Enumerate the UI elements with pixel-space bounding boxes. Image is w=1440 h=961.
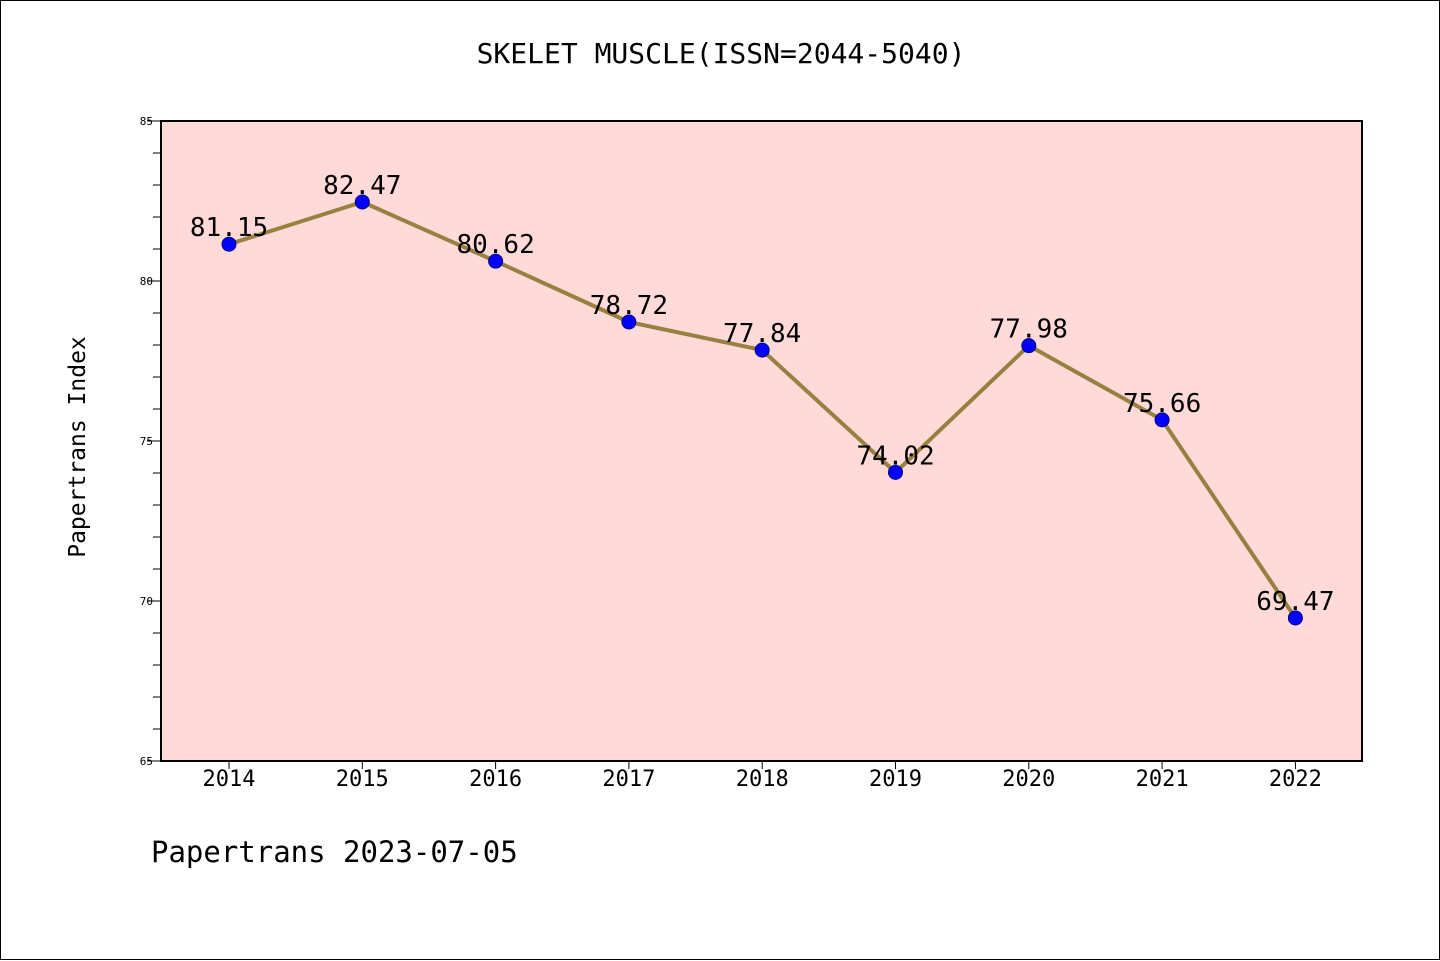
data-point [621, 314, 637, 330]
data-label: 78.72 [590, 291, 668, 321]
x-tick-label: 2021 [1136, 767, 1189, 792]
x-tick-label: 2022 [1269, 767, 1322, 792]
data-labels: 81.15 82.47 80.62 78.72 77.84 74.02 77.98 75.66… [190, 171, 1335, 617]
chart-title: SKELET MUSCLE(ISSN=2044-5040) [476, 37, 966, 70]
data-label: 77.84 [723, 319, 801, 349]
x-axis: 2014 2015 2016 2017 2018 2019 2020 2021 2022 [203, 761, 1322, 792]
y-tick-label: 70 [140, 595, 153, 608]
plot-area [160, 120, 1363, 762]
y-tick-label: 85 [140, 115, 153, 128]
data-point [1287, 610, 1303, 626]
y-tick-label: 80 [140, 275, 153, 288]
data-label: 74.02 [856, 441, 934, 471]
y-axis: 65 70 75 80 85 [140, 115, 161, 768]
x-tick-label: 2016 [469, 767, 522, 792]
x-tick-label: 2018 [736, 767, 789, 792]
data-point [488, 253, 504, 269]
x-tick-label: 2020 [1002, 767, 1055, 792]
x-tick-label: 2019 [869, 767, 922, 792]
y-tick-label: 75 [140, 435, 153, 448]
data-point [754, 342, 770, 358]
data-label: 81.15 [190, 213, 268, 243]
y-axis-label: Papertrans Index [65, 336, 91, 558]
data-point [888, 464, 903, 480]
data-label: 69.47 [1256, 587, 1334, 617]
data-point [1021, 338, 1037, 354]
data-label: 75.66 [1123, 389, 1201, 419]
series-markers [221, 194, 1303, 626]
data-label: 80.62 [456, 230, 534, 260]
x-tick-label: 2017 [602, 767, 655, 792]
footer-note: Papertrans 2023-07-05 [151, 835, 518, 869]
x-tick-label: 2015 [336, 767, 389, 792]
data-point [354, 194, 370, 210]
data-label: 82.47 [323, 171, 401, 201]
data-label: 77.98 [990, 315, 1068, 345]
y-tick-label: 65 [140, 755, 153, 768]
x-tick-label: 2014 [203, 767, 256, 792]
data-point [1154, 412, 1170, 428]
data-point [221, 236, 237, 252]
